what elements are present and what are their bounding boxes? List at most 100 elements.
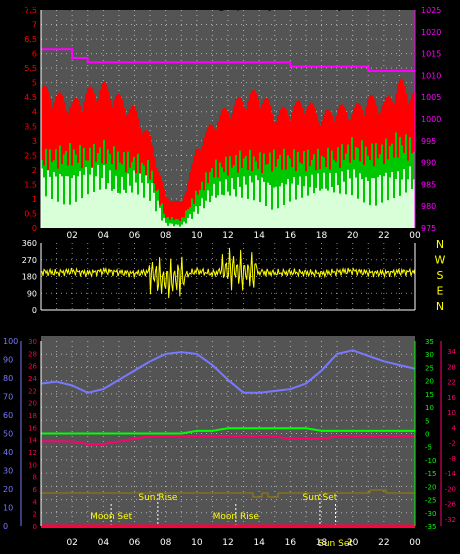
wind-low-bar: [231, 178, 234, 228]
temp-tick-label: -10: [425, 457, 436, 465]
dew-tick-label: 34: [447, 348, 456, 356]
rain-tick-label: 24: [28, 375, 37, 383]
wind-average-bar: [63, 154, 66, 228]
wind-low-bar: [287, 178, 290, 228]
wind-low-bar: [89, 174, 92, 228]
wind-low-bar: [83, 174, 86, 228]
wind-low-bar: [131, 192, 134, 228]
wind-low-bar: [181, 224, 184, 228]
barometer-tick-label: 1015: [421, 50, 441, 59]
wind-low-bar: [63, 204, 66, 228]
temperature-line: [41, 427, 415, 435]
wind-low-bar: [195, 206, 198, 228]
wind-low-bar: [233, 189, 236, 228]
wind-low-bar: [205, 200, 208, 228]
wind-low-bar: [281, 182, 284, 228]
wind-average-bar: [265, 164, 268, 228]
wind-low-bar: [301, 197, 304, 228]
wind-tick-label: 3.5: [24, 122, 37, 131]
dew-tick-label: 22: [447, 379, 456, 387]
wind-low-bar: [383, 176, 386, 228]
wind-low-bar: [351, 195, 354, 228]
wind-low-bar: [303, 186, 306, 228]
wind-low-bar: [185, 223, 188, 228]
wind-average-bar: [399, 136, 402, 228]
wind-low-bar: [253, 200, 256, 228]
wind-gust-bar: [163, 189, 166, 228]
humidity-tick-label: 40: [3, 448, 13, 457]
wind-tick-label: 0.5: [24, 209, 37, 218]
wind-direction-line: [40, 247, 416, 299]
wind-average-bar: [113, 146, 116, 228]
wind-low-bar: [135, 182, 138, 228]
wind-low-bar: [81, 198, 84, 228]
wind-gust-bar: [43, 85, 46, 228]
wind-low-bar: [169, 223, 172, 228]
wind-low-bar: [335, 173, 338, 228]
compass-letter: W: [435, 254, 446, 267]
dew-tick-label: -8: [449, 455, 456, 463]
wind-gust-bar: [295, 101, 298, 228]
wind-low-bar: [331, 186, 334, 228]
wind-low-bar: [153, 192, 156, 228]
x-tick-label: 06: [129, 231, 141, 241]
humidity-tick-label: 70: [3, 393, 13, 402]
wind-gust-bar: [373, 98, 376, 229]
wind-low-bar: [175, 224, 178, 228]
wind-average-bar: [75, 154, 78, 228]
wind-low-bar: [311, 174, 314, 228]
wind-gust-bar: [397, 83, 400, 228]
event-label: Moon Set: [90, 512, 133, 522]
wind-low-bar: [143, 197, 146, 228]
rain-tick-label: 4: [33, 498, 38, 506]
temp-tick-label: 5: [425, 417, 429, 425]
wind-low-bar: [273, 187, 276, 228]
wind-gust-bar: [193, 155, 196, 228]
humidity-tick-label: 0: [3, 522, 8, 531]
wind-low-bar: [245, 184, 248, 228]
temp-tick-label: 15: [425, 391, 434, 399]
temp-tick-label: 10: [425, 404, 434, 412]
wind-tick-label: 6: [32, 50, 37, 59]
wind-tick-label: 2.5: [24, 151, 37, 160]
wind-gust-bar: [57, 92, 60, 228]
wind-low-bar: [325, 188, 328, 228]
x-tick-label: 12: [222, 538, 233, 548]
wind-low-bar: [111, 190, 114, 228]
wind-average-bar: [209, 172, 212, 228]
humidity-tick-label: 60: [3, 411, 13, 420]
wind-low-bar: [289, 201, 292, 228]
wind-gust-bar: [281, 106, 284, 228]
wind-low-bar: [367, 180, 370, 228]
wind-average-bar: [51, 162, 54, 228]
wind-gust-bar: [179, 202, 182, 228]
rain-tick-label: 0: [33, 523, 37, 531]
wind-average-bar: [301, 163, 304, 228]
wind-gust-bar: [197, 148, 200, 228]
wind-low-bar: [297, 184, 300, 228]
barometer-tick-label: 1020: [421, 28, 441, 37]
wind-low-bar: [121, 176, 124, 228]
humidity-tick-label: 100: [3, 337, 18, 346]
wind-low-bar: [67, 176, 70, 228]
wind-low-bar: [319, 190, 322, 228]
wind-average-bar: [181, 217, 184, 228]
chart-title: 24 hour graph day 28 February 2015: [172, 0, 375, 12]
dew-tick-label: 16: [447, 394, 456, 402]
wind-average-bar: [345, 153, 348, 228]
wind-low-bar: [159, 207, 162, 228]
rain-tick-label: 16: [28, 424, 37, 432]
wind-tick-label: 4: [32, 108, 37, 117]
barometer-y-ticks: 1025 1020 1015 1010 1005 1000 995 990 985 980 975: [414, 6, 441, 233]
wind-low-bar: [141, 182, 144, 228]
wind-low-bar: [387, 200, 390, 228]
wind-low-bar: [337, 185, 340, 228]
event-label: Sun Set: [303, 493, 338, 503]
direction-tick-label: 0: [32, 306, 37, 315]
wind-gust-bar: [203, 137, 206, 228]
wind-low-bar: [171, 223, 174, 228]
wind-gust-bar: [257, 99, 260, 228]
wind-average-bar: [229, 156, 232, 228]
wind-gust-bar: [195, 149, 198, 228]
